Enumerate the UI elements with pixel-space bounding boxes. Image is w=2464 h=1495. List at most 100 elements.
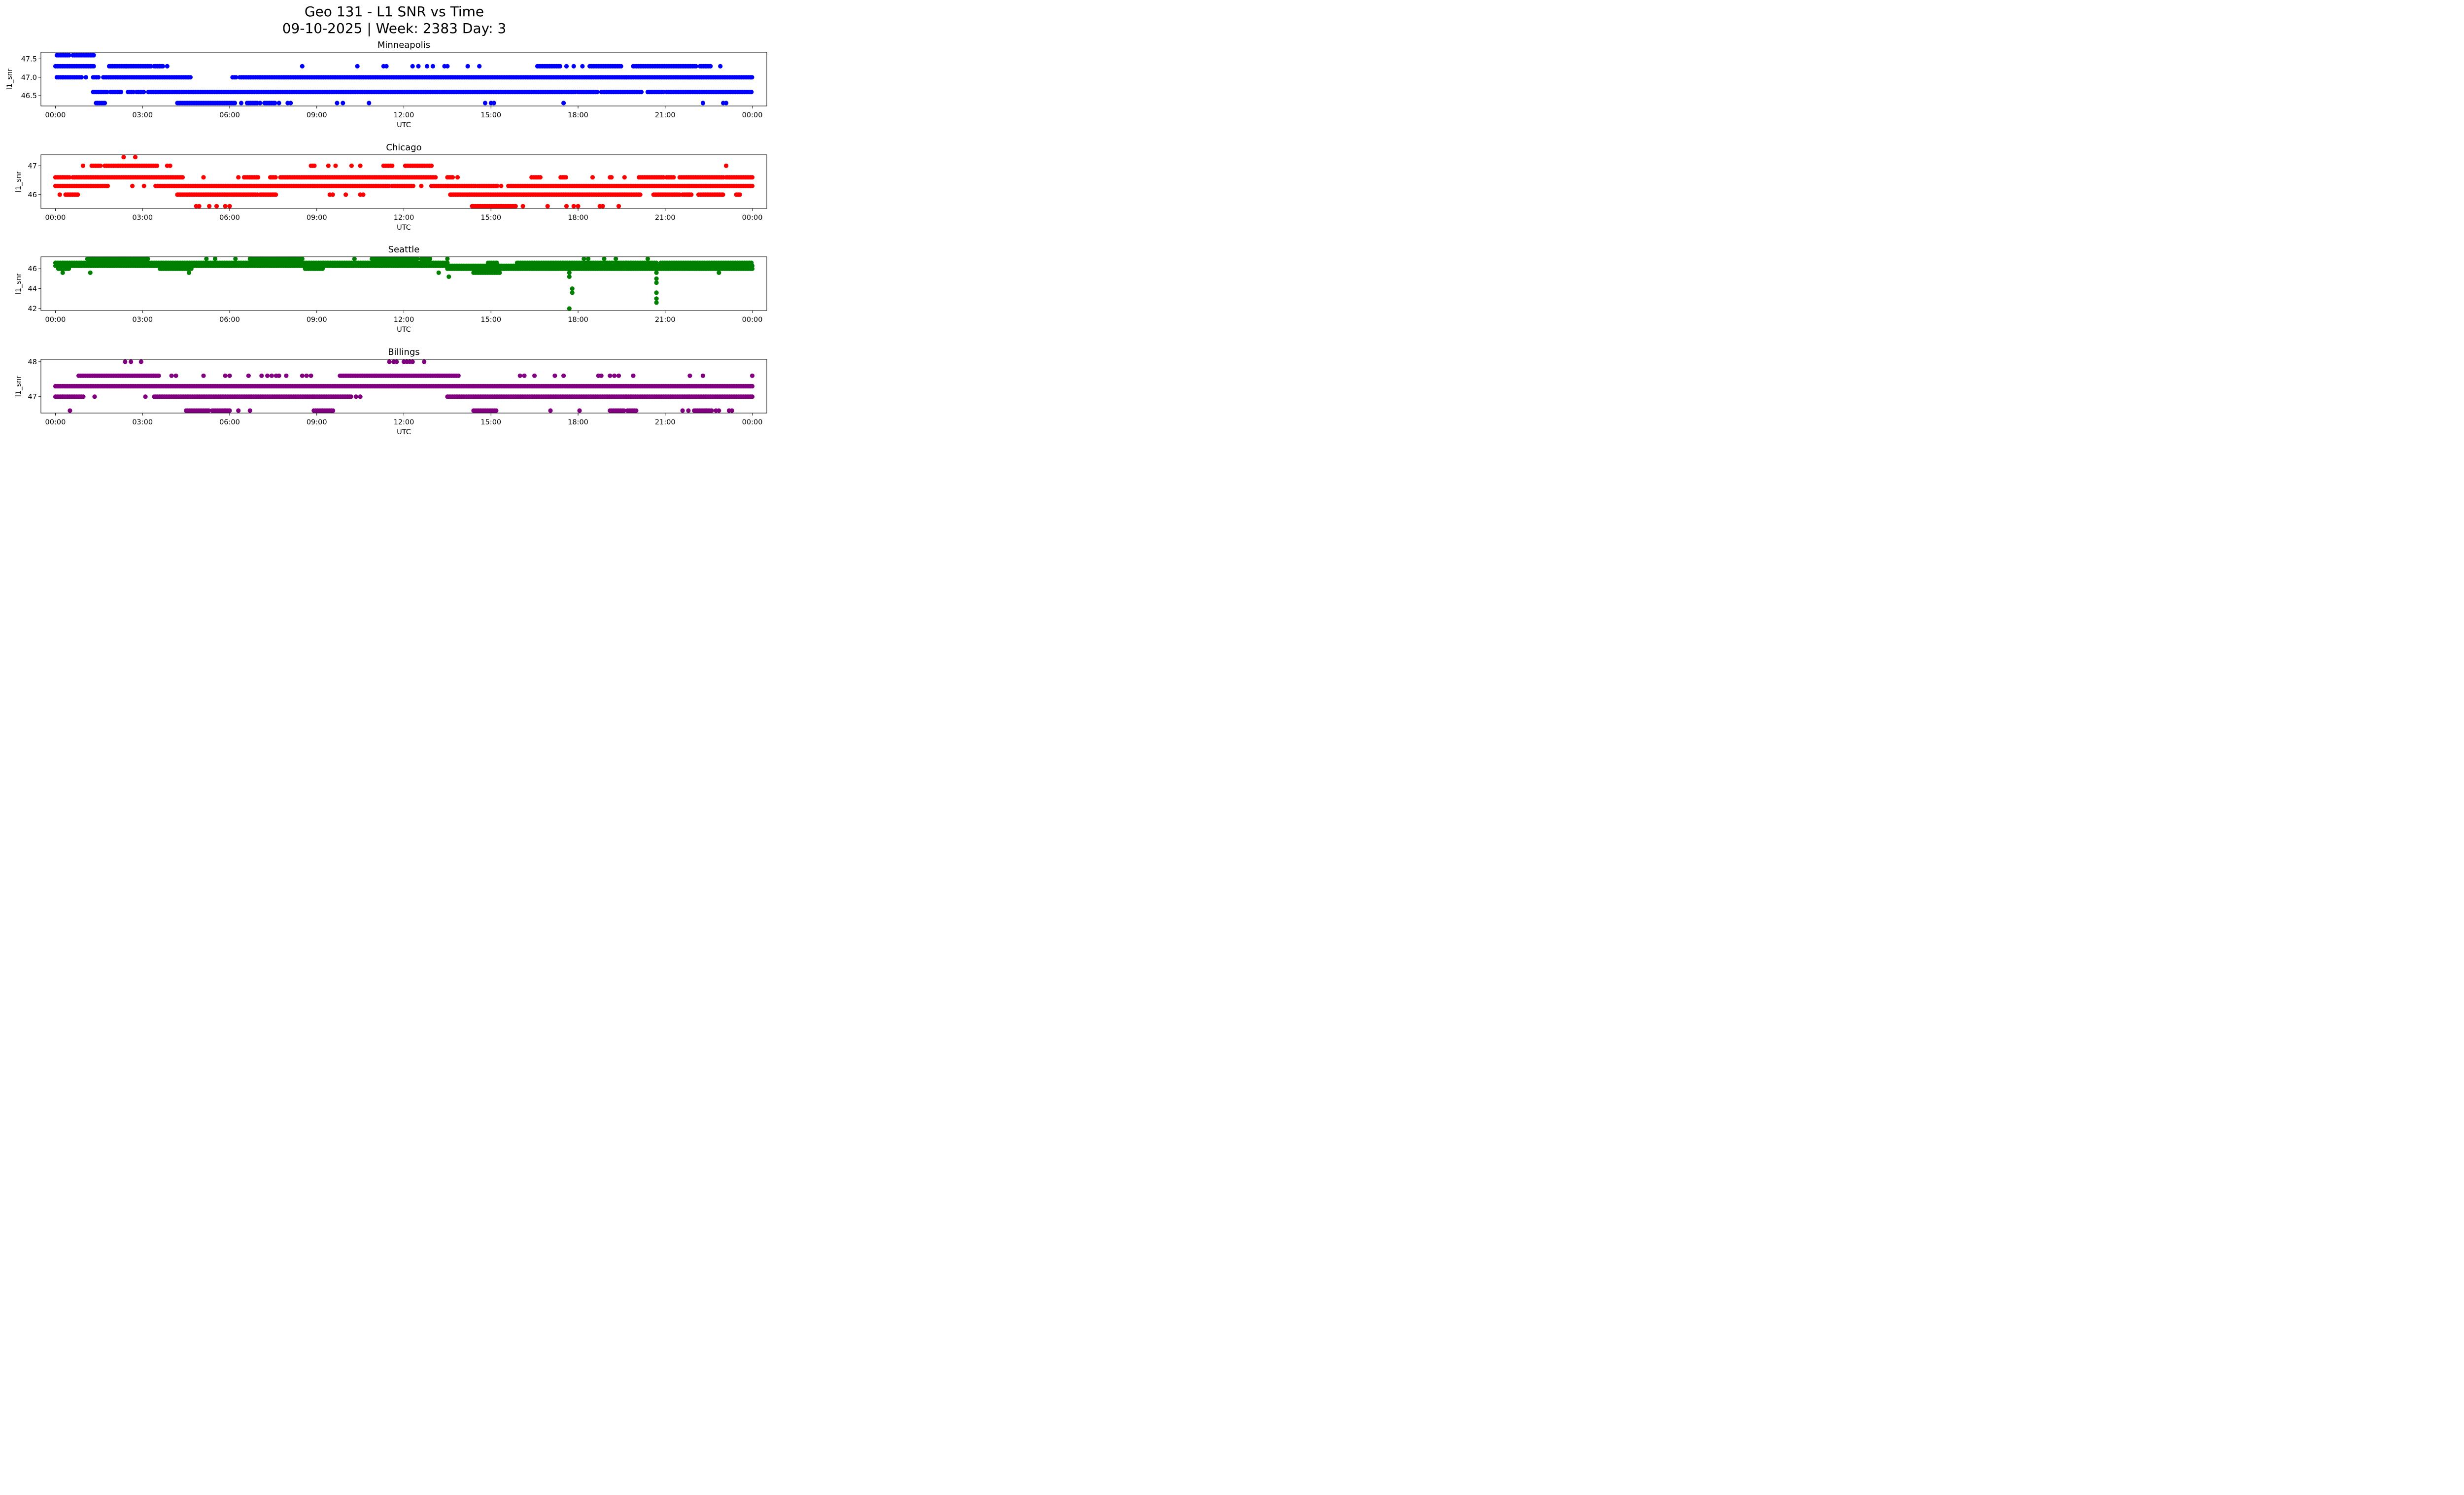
data-point: [212, 256, 218, 261]
panel-chicago: Chicago 00:00 03:00 06:00 09:00 12:00 15:00 18:…: [15, 142, 767, 232]
data-point: [320, 266, 325, 271]
y-tick-label: 47: [28, 393, 37, 401]
x-tick-label: 12:00: [394, 214, 414, 222]
y-tick-label: 47.0: [21, 74, 37, 82]
data-point: [709, 408, 714, 413]
data-point: [304, 373, 309, 378]
data-point: [602, 256, 607, 261]
x-tick-label: 00:00: [742, 111, 763, 119]
x-tick-label: 06:00: [219, 214, 240, 222]
x-tick-label: 21:00: [655, 316, 676, 324]
data-point: [227, 204, 232, 209]
data-point: [582, 256, 586, 261]
data-point: [618, 64, 623, 69]
data-point: [720, 192, 725, 197]
data-point: [68, 408, 72, 413]
data-point: [750, 183, 755, 188]
x-tick-label: 18:00: [568, 214, 588, 222]
data-point: [631, 373, 636, 378]
data-point: [300, 64, 305, 69]
data-point: [410, 359, 415, 364]
data-point: [343, 192, 348, 197]
data-point: [141, 183, 146, 188]
data-point: [130, 183, 135, 188]
data-point: [355, 64, 360, 69]
data-point: [430, 64, 436, 69]
data-point: [387, 359, 392, 364]
figure: Geo 131 - L1 SNR vs Time 09-10-2025 | We…: [6, 3, 767, 436]
data-point: [577, 408, 582, 413]
panel-seattle: Seattle 00:00 03:00 06:00 09:00 12:00 15:00 18:…: [15, 244, 767, 334]
x-tick-label: 12:00: [394, 111, 414, 119]
x-tick-label: 03:00: [132, 111, 153, 119]
data-point: [436, 270, 441, 275]
x-tick-label: 18:00: [568, 316, 588, 324]
data-point: [415, 256, 420, 261]
data-point: [750, 75, 754, 80]
data-point: [104, 90, 109, 95]
data-point: [246, 373, 251, 378]
y-tick-label: 47.5: [21, 55, 37, 63]
x-tick-label: 00:00: [45, 316, 66, 324]
data-point: [419, 183, 424, 188]
data-point: [148, 64, 153, 69]
data-point: [234, 75, 239, 80]
data-point: [561, 373, 566, 378]
data-point: [353, 394, 358, 399]
x-tick-label: 12:00: [394, 316, 414, 324]
data-point: [446, 274, 451, 279]
data-point: [284, 373, 289, 378]
data-point: [333, 163, 338, 168]
data-point: [567, 274, 572, 279]
data-point: [247, 408, 252, 413]
x-tick-label: 12:00: [394, 418, 414, 426]
x-tick-label: 21:00: [655, 418, 676, 426]
data-point: [465, 64, 470, 69]
data-point: [214, 204, 219, 209]
data-point: [67, 266, 71, 271]
panel-title: Minneapolis: [377, 40, 430, 50]
x-tick-label: 00:00: [45, 214, 66, 222]
data-point: [121, 155, 126, 160]
data-point: [654, 296, 659, 301]
data-point: [456, 373, 461, 378]
data-point: [545, 204, 550, 209]
data-point: [654, 280, 659, 285]
y-axis-label: l1_snr: [15, 171, 23, 192]
data-point: [427, 256, 433, 261]
data-point: [276, 101, 281, 105]
y-axis-label: l1_snr: [15, 376, 23, 397]
x-tick-label: 03:00: [132, 316, 153, 324]
data-point: [79, 75, 84, 80]
y-axis-label: l1_snr: [15, 273, 23, 294]
x-tick-label: 15:00: [480, 111, 501, 119]
data-point: [330, 192, 335, 197]
data-point: [689, 192, 694, 197]
data-point: [571, 204, 576, 209]
data-point: [145, 256, 150, 261]
data-point: [197, 204, 202, 209]
panel-billings: Billings 00:00 03:00 06:00 09:00 12:00 15:00 18…: [15, 347, 767, 436]
x-axis-label: UTC: [397, 428, 411, 436]
data-point: [729, 408, 734, 413]
data-point: [638, 192, 643, 197]
data-point: [548, 408, 553, 413]
x-tick-label: 09:00: [307, 214, 327, 222]
data-point: [494, 408, 499, 413]
data-point: [410, 64, 415, 69]
data-point: [341, 101, 345, 105]
panels: Minneapolis 00:00 03:00 06:00 09:00 12:00 15:0…: [6, 40, 767, 436]
data-point: [300, 373, 305, 378]
data-point: [693, 64, 698, 69]
data-point: [654, 300, 659, 305]
data-point: [570, 286, 575, 291]
y-tick-label: 46.5: [21, 92, 37, 100]
data-point: [201, 373, 206, 378]
data-point: [557, 64, 563, 69]
figure-title: Geo 131 - L1 SNR vs Time: [305, 3, 484, 20]
data-point: [491, 101, 496, 105]
data-point: [131, 90, 136, 95]
data-point: [119, 90, 124, 95]
data-point: [700, 101, 705, 105]
data-point: [160, 64, 166, 69]
